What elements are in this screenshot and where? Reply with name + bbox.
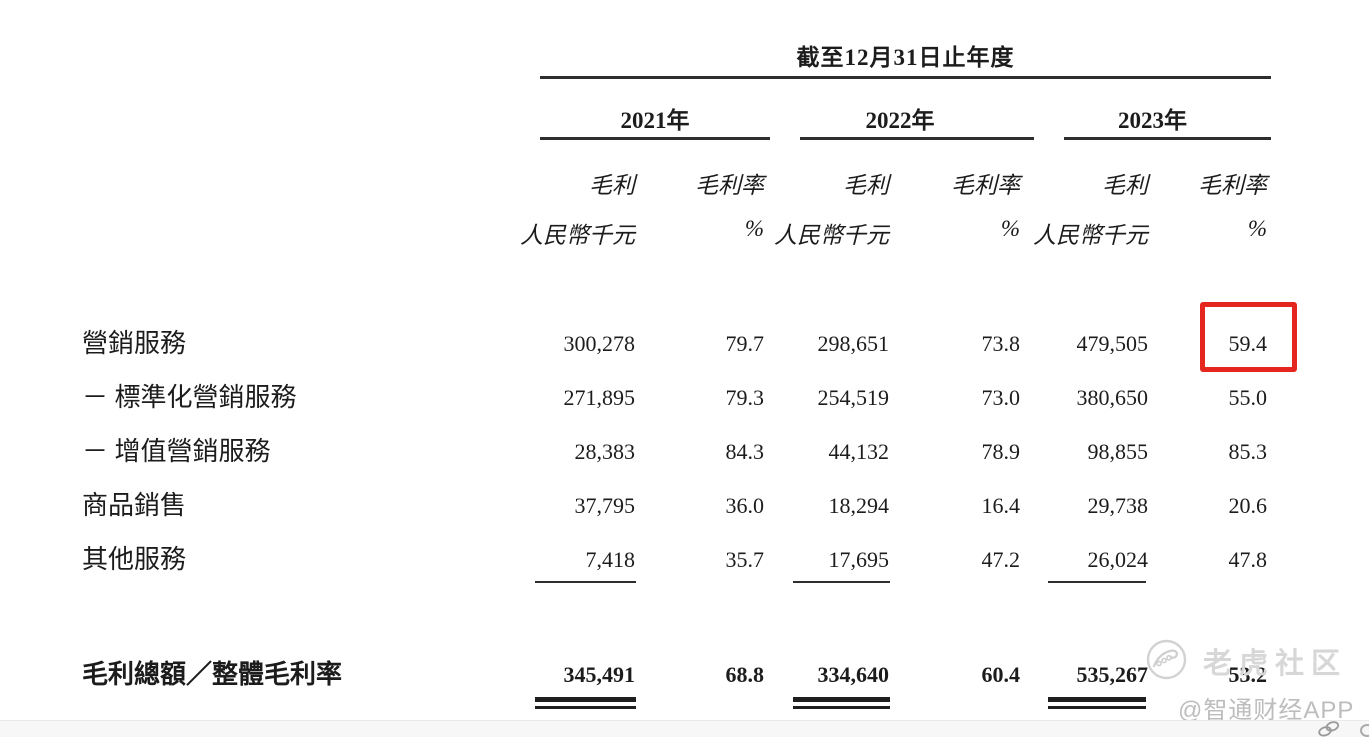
cell-margin-2023-highlighted: 59.4 [1228,331,1268,356]
body-rule-2021 [535,581,636,583]
cell-gp-2022: 44,132 [828,439,890,464]
unit-percent: % [1000,216,1020,241]
cell-margin-2023: 55.0 [1228,385,1268,410]
cell-margin-2022: 16.4 [981,493,1021,518]
total-gp-2023: 535,267 [1076,662,1149,687]
cell-gp-2023: 380,650 [1076,385,1149,410]
total-double-rule-2022 [793,706,890,709]
row-label: － 標準化營銷服務 [82,383,297,412]
total-double-rule-2023 [1048,706,1146,709]
highlight-box [1200,302,1297,372]
cell-margin-2022: 78.9 [981,439,1021,464]
col-header-gross-profit: 毛利 [843,173,889,198]
cell-gp-2022: 17,695 [828,547,890,572]
cell-gp-2021: 300,278 [563,331,636,356]
cell-margin-2023: 47.8 [1228,547,1268,572]
body-rule-2023 [1048,581,1146,583]
year-rule-2022 [800,137,1034,140]
row-label: 商品銷售 [82,491,187,520]
total-double-rule-2021 [535,697,636,702]
total-gp-2022: 334,640 [817,662,890,687]
subheader-row-units: 人民幣千元 % 人民幣千元 % 人民幣千元 % [0,216,1369,248]
total-margin-2022: 60.4 [981,662,1021,687]
cell-gp-2023: 479,505 [1076,331,1149,356]
table-row: 營銷服務 300,278 79.7 298,651 73.8 479,505 5… [0,328,1369,360]
col-header-gross-margin: 毛利率 [951,173,1020,198]
table-row: 商品銷售 37,795 36.0 18,294 16.4 29,738 20.6 [0,490,1369,522]
cell-gp-2021: 271,895 [563,385,636,410]
bottom-strip [0,720,1369,737]
cell-gp-2021: 37,795 [574,493,636,518]
table-row: － 標準化營銷服務 271,895 79.3 254,519 73.0 380,… [0,382,1369,414]
total-double-rule-2021 [535,706,636,709]
total-margin-2021: 68.8 [725,662,765,687]
body-rule-2022 [793,581,890,583]
period-title: 截至12月31日止年度 [796,45,1015,70]
table-row: 其他服務 7,418 35.7 17,695 47.2 26,024 47.8 [0,544,1369,576]
unit-percent: % [744,216,764,241]
cell-gp-2022: 298,651 [817,331,890,356]
header-rule [540,76,1271,79]
row-label: 營銷服務 [82,329,187,358]
unit-rmb-thousand: 人民幣千元 [774,223,889,248]
col-header-gross-margin: 毛利率 [1198,173,1267,198]
cell-margin-2021: 35.7 [725,547,765,572]
tiger-community-icon [1146,639,1187,680]
total-row-label: 毛利總額／整體毛利率 [82,660,343,689]
col-header-gross-profit: 毛利 [589,173,635,198]
table-total-row: 毛利總額／整體毛利率 345,491 68.8 334,640 60.4 535… [0,659,1369,691]
unit-rmb-thousand: 人民幣千元 [1033,223,1148,248]
col-header-gross-profit: 毛利 [1102,173,1148,198]
total-double-rule-2023 [1048,697,1146,702]
unit-rmb-thousand: 人民幣千元 [520,223,635,248]
cell-gp-2023: 98,855 [1087,439,1149,464]
col-header-gross-margin: 毛利率 [695,173,764,198]
row-label: － 增值營銷服務 [82,437,271,466]
year-header-2023: 2023年 [1118,108,1187,133]
cell-margin-2022: 73.8 [981,331,1021,356]
cell-gp-2022: 18,294 [828,493,890,518]
table-row: － 增值營銷服務 28,383 84.3 44,132 78.9 98,855 … [0,436,1369,468]
row-label: 其他服務 [82,545,187,574]
year-rule-2023 [1064,137,1271,140]
cell-margin-2021: 79.3 [725,385,765,410]
link-icon [1316,721,1342,737]
cell-gp-2022: 254,519 [817,385,890,410]
watermark-app-credit: @智通财经APP [1178,697,1355,724]
unit-percent: % [1247,216,1267,241]
cut-off-glyph [1360,724,1369,737]
cell-margin-2021: 36.0 [725,493,765,518]
cell-gp-2023: 26,024 [1087,547,1149,572]
total-margin-2023: 53.2 [1228,662,1268,687]
subheader-row-labels: 毛利 毛利率 毛利 毛利率 毛利 毛利率 [0,166,1369,198]
cell-margin-2022: 47.2 [981,547,1021,572]
cell-gp-2023: 29,738 [1087,493,1149,518]
cell-gp-2021: 28,383 [574,439,636,464]
cell-margin-2021: 84.3 [725,439,765,464]
cell-margin-2021: 79.7 [725,331,765,356]
cell-margin-2022: 73.0 [981,385,1021,410]
year-rule-2021 [540,137,770,140]
total-double-rule-2022 [793,697,890,702]
watermark-community-name: 老虎社区 [1203,648,1348,680]
year-header-2022: 2022年 [865,108,935,133]
year-header-2021: 2021年 [620,108,690,133]
cell-margin-2023: 20.6 [1228,493,1268,518]
cell-margin-2023: 85.3 [1228,439,1268,464]
total-gp-2021: 345,491 [563,662,636,687]
cell-gp-2021: 7,418 [585,547,636,572]
